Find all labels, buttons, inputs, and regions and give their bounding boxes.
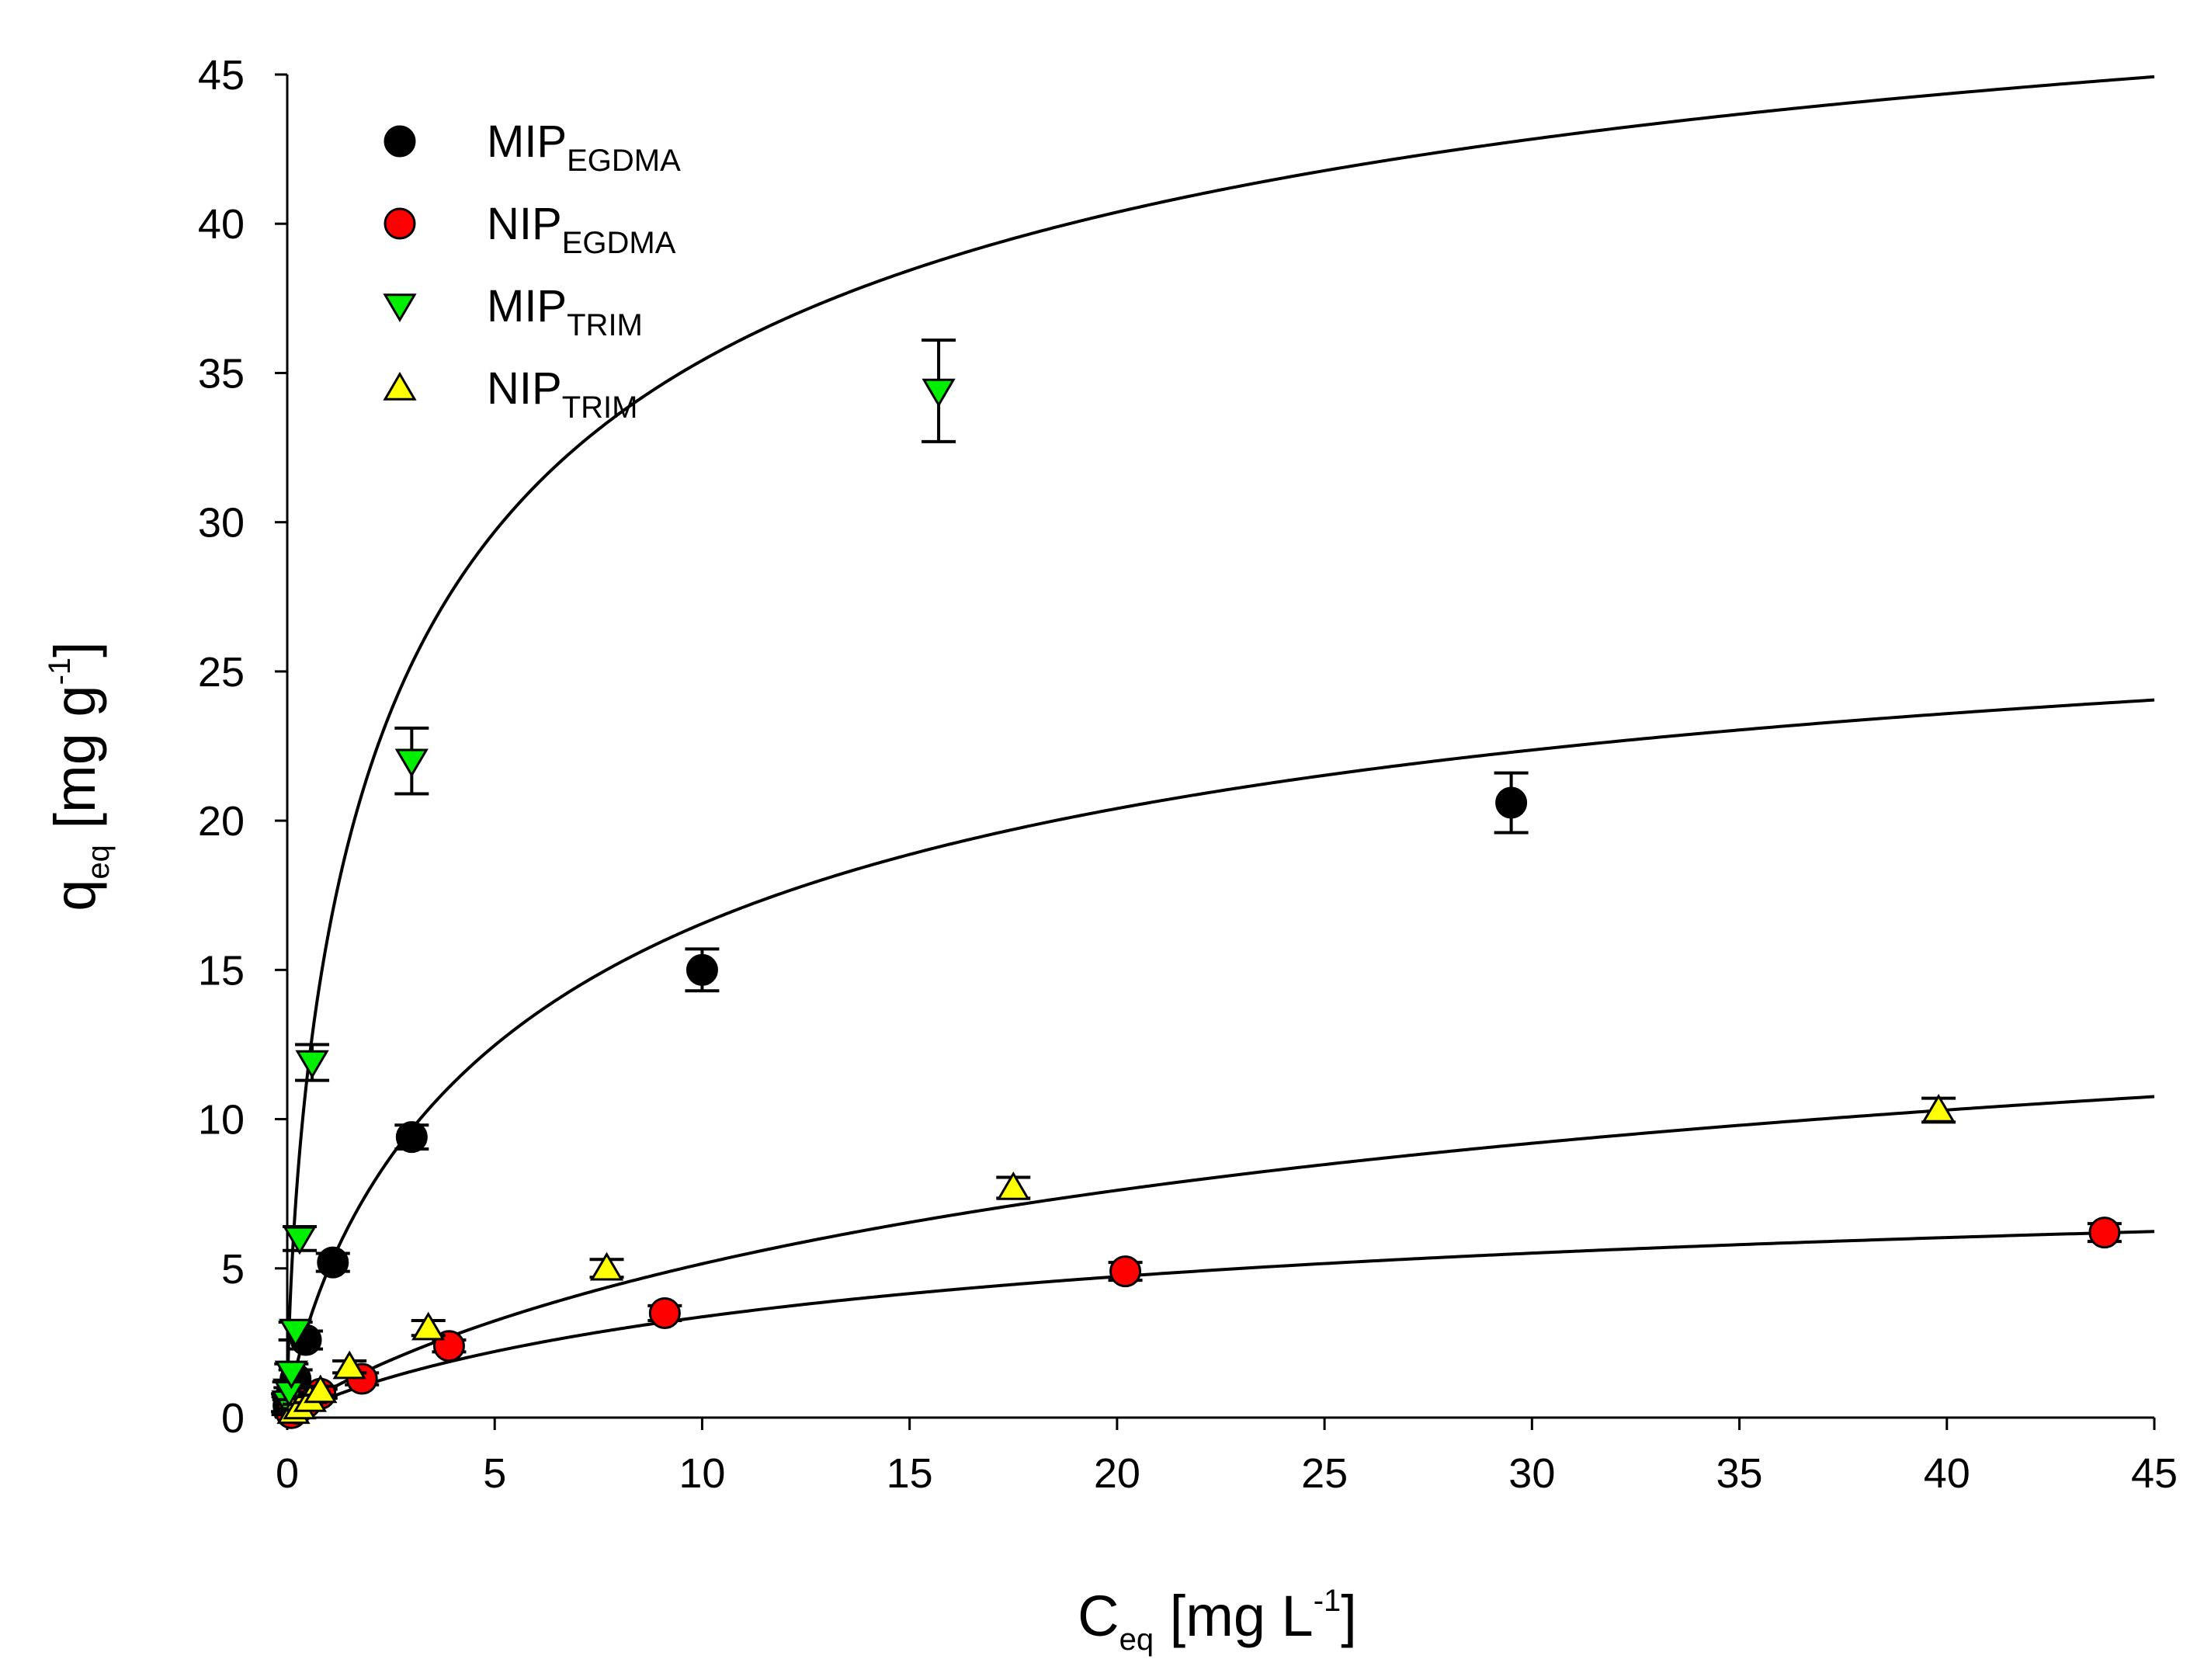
y-tick-label: 40 — [198, 201, 245, 248]
data-point — [279, 1318, 313, 1348]
data-point — [317, 1246, 349, 1279]
x-tick-label: 25 — [1301, 1450, 1348, 1497]
fit-curve-0 — [286, 698, 2155, 1418]
x-tick-label: 40 — [1924, 1450, 1970, 1497]
legend-label-2: MIPTRIM — [487, 281, 643, 342]
axes: 0 5 10 15 20 25 30 35 40 45 0 5 10 15 20 25 30 35 40 45 — [198, 52, 2178, 1497]
legend-label-3: NIPTRIM — [487, 363, 637, 425]
data-point — [295, 1050, 329, 1079]
x-tick-label: 10 — [679, 1450, 725, 1497]
fit-curves — [286, 75, 2155, 1419]
data-point — [2088, 1217, 2121, 1249]
x-tick-label: 45 — [2131, 1450, 2178, 1497]
data-point — [922, 378, 956, 408]
fit-curve-2 — [286, 75, 2155, 1418]
y-tick-label: 20 — [198, 798, 245, 845]
legend-marker-0 — [384, 125, 416, 158]
data-point — [394, 748, 429, 778]
series-0 — [271, 771, 1529, 1422]
series-1 — [274, 1217, 2122, 1429]
data-point — [411, 1311, 446, 1341]
data-point — [1495, 786, 1528, 819]
fit-curve-3 — [286, 1095, 2155, 1419]
data-point — [589, 1251, 624, 1281]
y-tick-label: 30 — [198, 500, 245, 547]
data-point — [648, 1296, 681, 1329]
y-tick-label: 25 — [198, 649, 245, 696]
y-tick-label: 5 — [221, 1246, 245, 1293]
y-tick-label: 0 — [221, 1395, 245, 1442]
x-tick-label: 20 — [1094, 1450, 1140, 1497]
data-point — [686, 953, 718, 986]
fit-curve-1 — [286, 1230, 2155, 1419]
data-point — [395, 1121, 428, 1154]
data-point — [1109, 1255, 1142, 1288]
legend-marker-3 — [383, 371, 417, 401]
x-tick-label: 0 — [276, 1450, 299, 1497]
data-point — [996, 1171, 1030, 1200]
data-point — [274, 1360, 308, 1390]
series-2 — [271, 338, 956, 1419]
x-tick-label: 35 — [1716, 1450, 1763, 1497]
x-tick-label: 15 — [887, 1450, 933, 1497]
y-tick-label: 35 — [198, 350, 245, 397]
x-tick-label: 30 — [1508, 1450, 1555, 1497]
legend-marker-2 — [383, 293, 417, 323]
legend-label-1: NIPEGDMA — [487, 199, 676, 260]
y-axis-title: qeq [mg g-1] — [43, 641, 116, 911]
y-tick-label: 45 — [198, 52, 245, 99]
series-3 — [276, 1094, 1956, 1425]
legend-label-0: MIPEGDMA — [487, 116, 681, 178]
data-point — [1921, 1094, 1956, 1123]
x-tick-label: 5 — [483, 1450, 506, 1497]
legend: MIPEGDMA NIPEGDMA MIPTRIM NIPTRIM — [383, 116, 681, 425]
data-point — [332, 1350, 366, 1380]
data-point — [283, 1226, 317, 1255]
legend-marker-1 — [384, 207, 416, 240]
x-axis-title: Ceq [mg L-1] — [1078, 1584, 1357, 1657]
data-point — [304, 1374, 338, 1404]
y-tick-label: 15 — [198, 947, 245, 994]
y-tick-label: 10 — [198, 1097, 245, 1144]
data-points — [271, 338, 2122, 1429]
